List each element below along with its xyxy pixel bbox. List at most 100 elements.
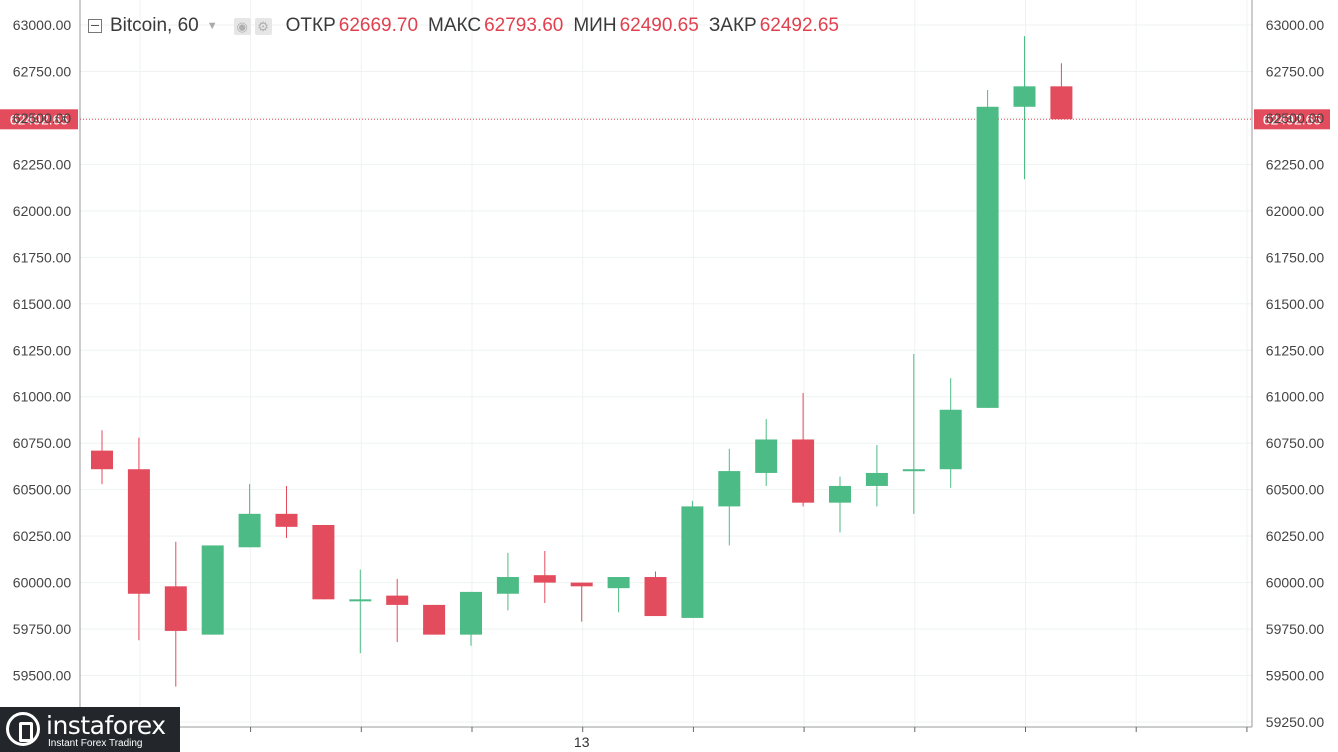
candle-up — [201, 545, 224, 635]
candle-body — [275, 513, 298, 527]
candle-up — [755, 419, 778, 486]
candle-body — [164, 586, 187, 631]
candle-body — [829, 485, 851, 503]
candle-up — [865, 445, 888, 507]
y-tick-label-left: 61000.00 — [13, 389, 72, 405]
y-tick-label-right: 61750.00 — [1266, 249, 1325, 265]
candle-body — [902, 469, 925, 472]
y-tick-label-left: 62250.00 — [13, 156, 72, 172]
logo-tagline: Instant Forex Trading — [48, 738, 143, 749]
y-tick-label-right: 62750.00 — [1266, 63, 1325, 79]
logo-mark-icon — [6, 712, 40, 746]
candle-down — [644, 571, 667, 617]
y-tick-label-right: 63000.00 — [1266, 17, 1325, 33]
candle-up — [939, 378, 962, 488]
candle-up — [460, 591, 482, 646]
gear-icon[interactable]: ⚙ — [254, 17, 272, 35]
candle-up — [681, 500, 704, 618]
instaforex-logo: instaforex Instant Forex Trading — [0, 707, 180, 752]
candle-down — [275, 485, 298, 538]
candle-up — [238, 484, 261, 548]
y-tick-label-left: 60000.00 — [13, 575, 72, 591]
candle-body — [681, 506, 704, 618]
candle-body — [607, 577, 630, 589]
candle-body — [496, 577, 519, 594]
close-label: ЗАКР — [708, 15, 757, 36]
y-tick-label-right: 61000.00 — [1266, 389, 1325, 405]
candle-up — [829, 476, 851, 533]
logo-brand: instaforex — [46, 711, 166, 740]
candle-body — [570, 582, 593, 587]
last-price-label-left: 62492.65 — [10, 111, 69, 127]
y-tick-label-left: 60750.00 — [13, 435, 72, 451]
y-tick-label-left: 59500.00 — [13, 668, 72, 684]
y-tick-label-right: 62250.00 — [1266, 156, 1325, 172]
y-tick-label-left: 63000.00 — [13, 17, 72, 33]
last-price-label-right: 62492.65 — [1263, 111, 1322, 127]
candle-body — [718, 471, 741, 507]
y-tick-label-left: 62000.00 — [13, 203, 72, 219]
chart-legend: Bitcoin, 60 ▼ ◉ ⚙ ОТКР 62669.70 МАКС 627… — [88, 12, 839, 40]
candle-down — [91, 430, 113, 485]
y-tick-label-right: 60500.00 — [1266, 482, 1325, 498]
collapse-icon[interactable] — [88, 19, 102, 33]
candle-body — [91, 450, 113, 470]
x-tick-label: 13 — [574, 734, 590, 750]
y-tick-label-left: 61750.00 — [13, 249, 72, 265]
candle-body — [201, 545, 224, 635]
candle-down — [164, 541, 187, 687]
y-tick-label-right: 60250.00 — [1266, 528, 1325, 544]
candle-up — [718, 448, 741, 546]
candle-body — [127, 469, 150, 594]
close-value: 62492.65 — [759, 15, 839, 36]
candle-down — [312, 524, 335, 600]
high-label: МАКС — [428, 15, 482, 36]
y-tick-label-left: 60500.00 — [13, 482, 72, 498]
candle-body — [939, 409, 962, 470]
candle-body — [644, 577, 667, 617]
y-tick-label-right: 59250.00 — [1266, 714, 1325, 730]
y-tick-label-left: 59750.00 — [13, 621, 72, 637]
candle-up — [976, 90, 999, 408]
candle-body — [312, 524, 335, 600]
y-tick-label-right: 61250.00 — [1266, 342, 1325, 358]
y-tick-label-right: 60750.00 — [1266, 435, 1325, 451]
candle-body — [386, 595, 409, 605]
y-tick-label-left: 61500.00 — [13, 296, 72, 312]
candle-body — [792, 439, 815, 503]
candle-up — [496, 552, 519, 611]
open-label: ОТКР — [285, 15, 336, 36]
y-tick-label-left: 61250.00 — [13, 342, 72, 358]
candle-down — [570, 582, 593, 622]
candle-body — [865, 472, 888, 486]
candle-down — [127, 437, 150, 641]
candle-up — [349, 569, 372, 654]
high-value: 62793.60 — [484, 15, 564, 36]
candle-body — [976, 106, 999, 408]
y-tick-label-right: 61500.00 — [1266, 296, 1325, 312]
chevron-down-icon[interactable]: ▼ — [206, 20, 218, 32]
candle-down — [423, 604, 446, 635]
last-price-badge-left — [0, 109, 78, 130]
candle-body — [349, 599, 372, 602]
candle-body — [460, 591, 482, 635]
candle-down — [533, 551, 556, 604]
y-tick-label-left: 60250.00 — [13, 528, 72, 544]
y-tick-label-left: 62500.00 — [13, 110, 72, 126]
y-tick-label-right: 60000.00 — [1266, 575, 1325, 591]
candle-body — [423, 604, 446, 635]
candle-body — [533, 575, 556, 583]
y-tick-label-right: 62000.00 — [1266, 203, 1325, 219]
candle-up — [902, 353, 925, 514]
y-tick-label-right: 59750.00 — [1266, 621, 1325, 637]
symbol-label[interactable]: Bitcoin, 60 — [110, 15, 199, 36]
candle-down — [1050, 63, 1073, 120]
candle-body — [238, 513, 261, 548]
candle-body — [755, 439, 778, 473]
low-label: МИН — [573, 15, 617, 36]
candle-down — [792, 393, 815, 507]
candle-up — [607, 577, 630, 613]
y-tick-label-right: 62500.00 — [1266, 110, 1325, 126]
eye-icon[interactable]: ◉ — [233, 17, 251, 35]
